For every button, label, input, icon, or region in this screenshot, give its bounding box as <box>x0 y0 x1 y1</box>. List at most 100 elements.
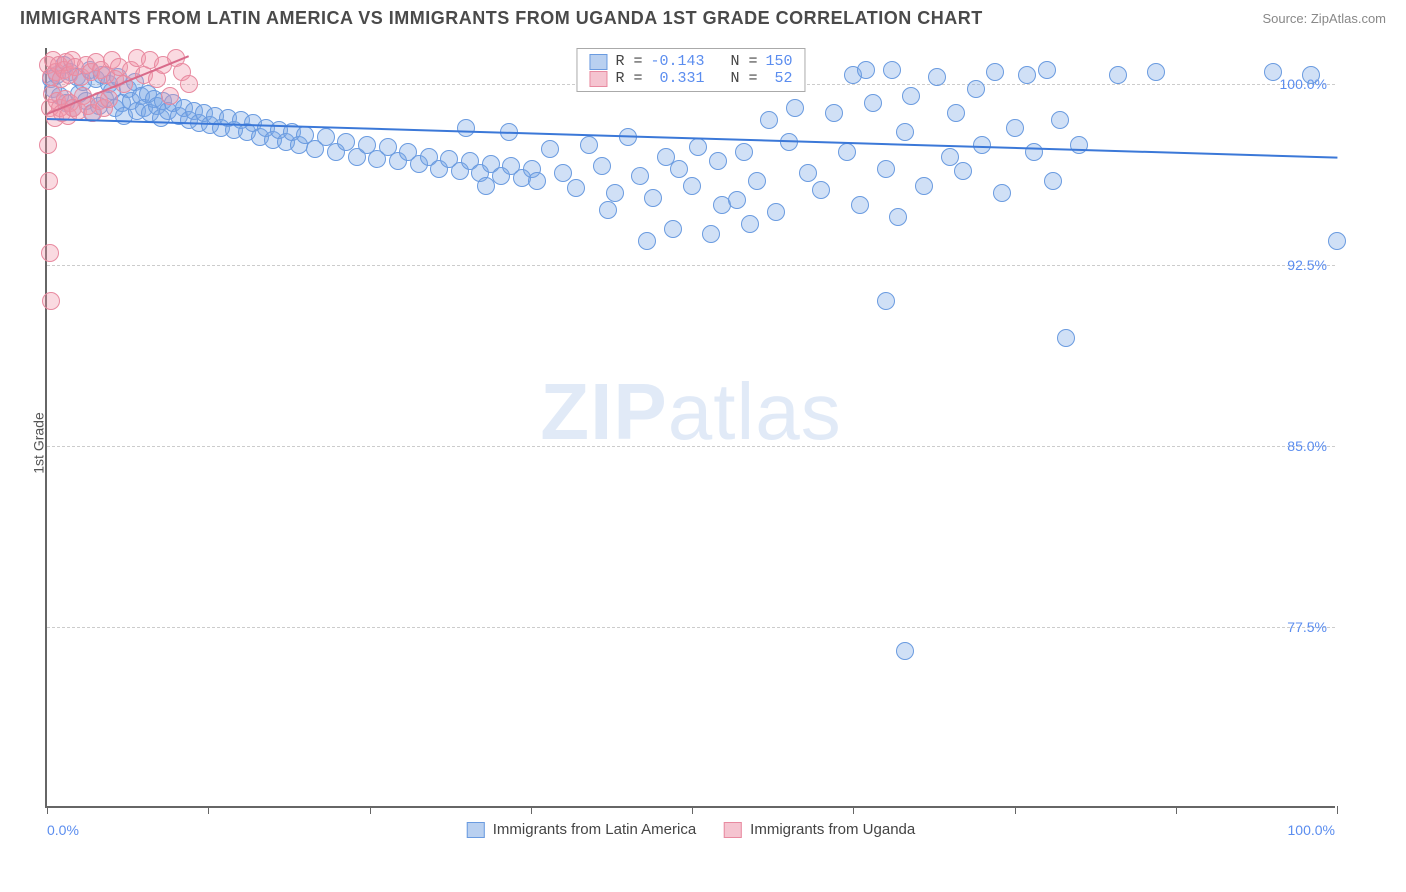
data-point <box>593 157 611 175</box>
data-point <box>670 160 688 178</box>
gridline <box>47 265 1335 266</box>
chart-title: IMMIGRANTS FROM LATIN AMERICA VS IMMIGRA… <box>20 8 983 29</box>
x-tick <box>1176 806 1177 814</box>
data-point <box>1264 63 1282 81</box>
data-point <box>1302 66 1320 84</box>
data-point <box>799 164 817 182</box>
legend-r-value: -0.143 <box>650 53 704 70</box>
legend-swatch <box>589 54 607 70</box>
data-point <box>40 172 58 190</box>
data-point <box>1038 61 1056 79</box>
x-tick <box>531 806 532 814</box>
data-point <box>915 177 933 195</box>
legend-r-value: 0.331 <box>650 70 704 87</box>
legend-row: R = -0.143 N = 150 <box>589 53 792 70</box>
data-point <box>877 160 895 178</box>
data-point <box>825 104 843 122</box>
data-point <box>741 215 759 233</box>
x-tick <box>370 806 371 814</box>
y-tick-label: 85.0% <box>1287 438 1327 454</box>
data-point <box>883 61 901 79</box>
legend-n-label: N = <box>713 70 758 87</box>
data-point <box>896 123 914 141</box>
series-legend-item: Immigrants from Uganda <box>724 821 915 838</box>
data-point <box>689 138 707 156</box>
legend-n-value: 150 <box>766 53 793 70</box>
series-legend: Immigrants from Latin America Immigrants … <box>467 821 915 838</box>
data-point <box>954 162 972 180</box>
data-point <box>896 642 914 660</box>
data-point <box>993 184 1011 202</box>
legend-swatch <box>724 822 742 838</box>
data-point <box>528 172 546 190</box>
data-point <box>1018 66 1036 84</box>
data-point <box>606 184 624 202</box>
x-tick <box>47 806 48 814</box>
data-point <box>664 220 682 238</box>
data-point <box>786 99 804 117</box>
x-tick <box>1015 806 1016 814</box>
data-point <box>457 119 475 137</box>
legend-n-label: N = <box>713 53 758 70</box>
data-point <box>644 189 662 207</box>
data-point <box>760 111 778 129</box>
data-point <box>1051 111 1069 129</box>
data-point <box>39 136 57 154</box>
legend-r-label: R = <box>615 70 642 87</box>
data-point <box>928 68 946 86</box>
chart-container: 1st Grade ZIPatlas 100.0%92.5%85.0%77.5%… <box>0 33 1406 853</box>
data-point <box>1109 66 1127 84</box>
data-point <box>180 75 198 93</box>
series-name: Immigrants from Uganda <box>750 821 915 838</box>
series-name: Immigrants from Latin America <box>493 821 696 838</box>
watermark-bold: ZIP <box>540 367 667 456</box>
data-point <box>638 232 656 250</box>
correlation-legend: R =-0.143 N =150R = 0.331 N = 52 <box>576 48 805 92</box>
x-tick <box>208 806 209 814</box>
data-point <box>735 143 753 161</box>
data-point <box>567 179 585 197</box>
data-point <box>709 152 727 170</box>
data-point <box>702 225 720 243</box>
series-legend-item: Immigrants from Latin America <box>467 821 696 838</box>
data-point <box>683 177 701 195</box>
data-point <box>1044 172 1062 190</box>
data-point <box>889 208 907 226</box>
data-point <box>728 191 746 209</box>
data-point <box>748 172 766 190</box>
plot-area: ZIPatlas 100.0%92.5%85.0%77.5%0.0%100.0%… <box>45 48 1335 808</box>
x-tick <box>1337 806 1338 814</box>
watermark-light: atlas <box>668 367 842 456</box>
data-point <box>767 203 785 221</box>
data-point <box>812 181 830 199</box>
data-point <box>877 292 895 310</box>
x-tick-label-min: 0.0% <box>47 822 79 838</box>
data-point <box>161 87 179 105</box>
data-point <box>967 80 985 98</box>
legend-swatch <box>589 71 607 87</box>
y-tick-label: 77.5% <box>1287 619 1327 635</box>
data-point <box>42 292 60 310</box>
x-tick <box>853 806 854 814</box>
data-point <box>477 177 495 195</box>
data-point <box>1328 232 1346 250</box>
watermark: ZIPatlas <box>540 366 841 458</box>
data-point <box>986 63 1004 81</box>
data-point <box>947 104 965 122</box>
data-point <box>941 148 959 166</box>
y-tick-label: 92.5% <box>1287 257 1327 273</box>
data-point <box>857 61 875 79</box>
data-point <box>864 94 882 112</box>
data-point <box>599 201 617 219</box>
legend-row: R = 0.331 N = 52 <box>589 70 792 87</box>
legend-r-label: R = <box>615 53 642 70</box>
legend-n-value: 52 <box>766 70 793 87</box>
gridline <box>47 627 1335 628</box>
data-point <box>902 87 920 105</box>
legend-swatch <box>467 822 485 838</box>
data-point <box>541 140 559 158</box>
data-point <box>1057 329 1075 347</box>
data-point <box>554 164 572 182</box>
data-point <box>1147 63 1165 81</box>
data-point <box>1025 143 1043 161</box>
